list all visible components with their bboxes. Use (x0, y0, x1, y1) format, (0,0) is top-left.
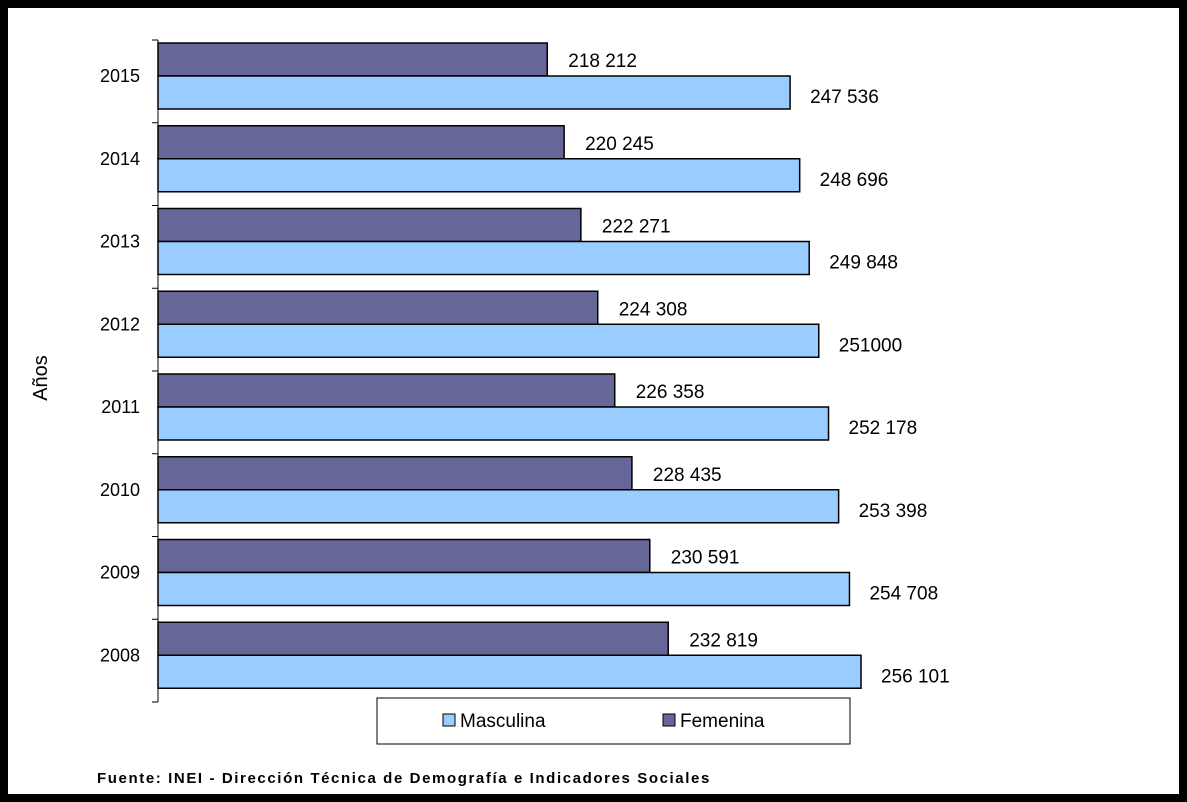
bar-femenina-2009 (157, 538, 651, 574)
y-axis-label: Años (30, 355, 52, 401)
legend-label-masculina: Masculina (460, 711, 546, 732)
year-ticks-group: 2015 2014 2013 2012 2011 2010 2009 2008 (100, 39, 158, 703)
bar-femenina-2012 (157, 290, 599, 325)
data-label-femenina-2010: 228 435 (653, 465, 722, 486)
data-label-masculina-2011: 252 178 (849, 418, 918, 439)
bar-femenina-2011 (157, 373, 616, 408)
data-label-masculina-2008: 256 101 (881, 666, 950, 687)
legend-swatch-femenina (662, 713, 676, 727)
legend: Masculina Femenina (376, 697, 851, 745)
bar-femenina-2015 (157, 42, 549, 77)
data-label-femenina-2009: 230 591 (671, 548, 740, 569)
legend-swatch-masculina (442, 713, 456, 727)
legend-label-femenina: Femenina (680, 711, 765, 732)
bar-masculina-2014 (157, 158, 801, 193)
bar-femenina-2010 (157, 456, 633, 491)
bar-masculina-2015 (157, 75, 791, 110)
bar-masculina-2009 (157, 571, 851, 607)
data-label-femenina-2011: 226 358 (636, 382, 705, 403)
bar-masculina-2008 (157, 654, 862, 689)
source-note: Fuente: INEI - Dirección Técnica de Demo… (97, 770, 711, 787)
data-label-femenina-2014: 220 245 (585, 134, 654, 155)
tick-label-2014: 2014 (100, 149, 140, 169)
bar-femenina-2013 (157, 207, 582, 243)
bar-masculina-2011 (157, 406, 830, 441)
legend-box (376, 697, 851, 745)
data-label-masculina-2013: 249 848 (829, 253, 898, 274)
bar-femenina-2014 (157, 125, 565, 160)
bar-masculina-2010 (157, 489, 840, 524)
tick-label-2010: 2010 (100, 480, 140, 500)
tick-label-2013: 2013 (100, 232, 140, 252)
bars-group: 218 212 247 536 220 245 248 696 222 271 249 8… (157, 42, 950, 689)
data-label-masculina-2012: 251000 (839, 335, 902, 356)
bar-masculina-2013 (157, 240, 810, 276)
tick-label-2015: 2015 (100, 66, 140, 86)
data-label-masculina-2015: 247 536 (810, 87, 879, 108)
data-label-femenina-2013: 222 271 (602, 217, 671, 238)
tick-label-2009: 2009 (100, 563, 140, 583)
tick-label-2011: 2011 (101, 397, 140, 417)
data-label-femenina-2015: 218 212 (568, 51, 637, 72)
tick-label-2012: 2012 (100, 314, 140, 334)
data-label-femenina-2012: 224 308 (619, 299, 688, 320)
data-label-masculina-2010: 253 398 (859, 501, 928, 522)
tick-label-2008: 2008 (100, 645, 140, 665)
data-label-femenina-2008: 232 819 (689, 630, 758, 651)
data-label-masculina-2014: 248 696 (820, 170, 889, 191)
data-label-masculina-2009: 254 708 (869, 584, 938, 605)
bar-masculina-2012 (157, 323, 820, 358)
bar-femenina-2008 (157, 621, 669, 656)
